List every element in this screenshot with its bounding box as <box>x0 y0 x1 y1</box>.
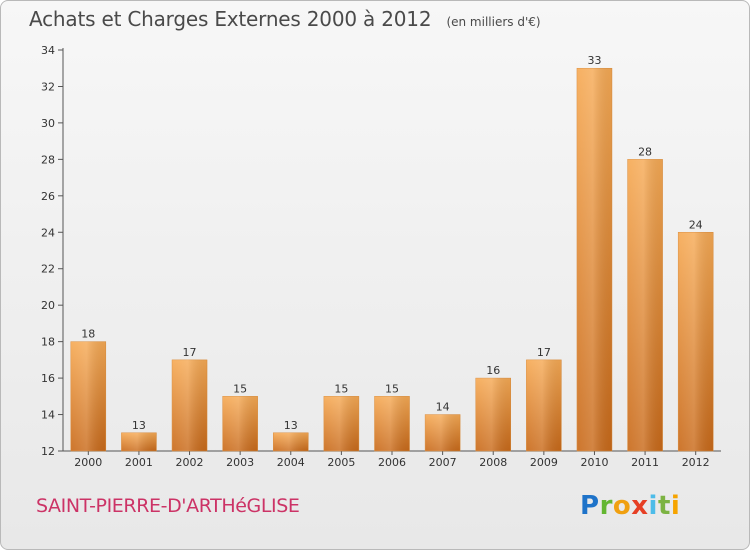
proxiti-letter-i-first: i <box>648 491 658 521</box>
data-label-2009: 17 <box>537 346 551 359</box>
proxiti-letter-p: P <box>580 491 600 521</box>
x-tick-label-2008: 2008 <box>479 456 507 469</box>
x-tick-label-2011: 2011 <box>631 456 659 469</box>
y-tick-label: 20 <box>41 299 55 312</box>
data-label-2000: 18 <box>81 328 95 341</box>
y-tick-label: 26 <box>41 190 55 203</box>
data-label-2006: 15 <box>385 382 399 395</box>
y-tick-label: 18 <box>41 336 55 349</box>
proxiti-letter-r: r <box>599 491 613 521</box>
proxiti-logo: Proxiti <box>580 491 680 521</box>
x-tick-label-2007: 2007 <box>429 456 457 469</box>
y-tick-label: 34 <box>41 44 55 57</box>
bar-gloss-2009 <box>526 359 562 451</box>
y-tick-label: 24 <box>41 226 55 239</box>
chart-subtitle: (en milliers d'€) <box>446 15 541 29</box>
y-tick-label: 30 <box>41 117 55 130</box>
bar-gloss-2010 <box>576 68 612 452</box>
x-tick-label-2002: 2002 <box>176 456 204 469</box>
bar-gloss-2011 <box>627 159 663 451</box>
location-label: SAINT-PIERRE-D'ARTHéGLISE <box>36 495 300 517</box>
bar-gloss-2008 <box>475 378 511 451</box>
data-label-2011: 28 <box>638 145 652 158</box>
data-label-2001: 13 <box>132 419 146 432</box>
proxiti-letter-x: x <box>631 491 649 521</box>
y-tick-label: 28 <box>41 153 55 166</box>
y-tick-label: 14 <box>41 409 55 422</box>
bar-gloss-2006 <box>374 396 410 451</box>
data-label-2012: 24 <box>689 218 703 231</box>
data-label-2010: 33 <box>587 54 601 67</box>
x-tick-label-2012: 2012 <box>682 456 710 469</box>
x-tick-label-2004: 2004 <box>277 456 305 469</box>
chart-title-wrap: Achats et Charges Externes 2000 à 2012 (… <box>29 7 541 31</box>
chart-title: Achats et Charges Externes 2000 à 2012 <box>29 7 432 31</box>
x-tick-label-2009: 2009 <box>530 456 558 469</box>
proxiti-letter-t: t <box>657 491 671 521</box>
x-tick-label-2000: 2000 <box>74 456 102 469</box>
bar-gloss-2000 <box>70 341 106 451</box>
bar-gloss-2002 <box>172 359 208 451</box>
y-tick-label: 12 <box>41 445 55 458</box>
x-tick-label-2003: 2003 <box>226 456 254 469</box>
bar-gloss-2004 <box>273 432 309 451</box>
y-tick-label: 32 <box>41 80 55 93</box>
proxiti-letter-o: o <box>612 491 632 521</box>
bar-gloss-2001 <box>121 432 157 451</box>
bar-gloss-2007 <box>425 414 461 451</box>
data-label-2004: 13 <box>284 419 298 432</box>
y-tick-label: 22 <box>41 263 55 276</box>
bar-gloss-2005 <box>323 396 359 451</box>
data-label-2007: 14 <box>436 401 450 414</box>
data-label-2005: 15 <box>334 382 348 395</box>
data-label-2003: 15 <box>233 382 247 395</box>
x-tick-label-2010: 2010 <box>580 456 608 469</box>
x-tick-label-2006: 2006 <box>378 456 406 469</box>
bar-gloss-2012 <box>678 232 714 451</box>
x-tick-label-2001: 2001 <box>125 456 153 469</box>
y-tick-label: 16 <box>41 372 55 385</box>
data-label-2002: 17 <box>183 346 197 359</box>
data-label-2008: 16 <box>486 364 500 377</box>
proxiti-letter-i-second: i <box>670 491 681 521</box>
bar-gloss-2003 <box>222 396 258 451</box>
x-tick-label-2005: 2005 <box>327 456 355 469</box>
